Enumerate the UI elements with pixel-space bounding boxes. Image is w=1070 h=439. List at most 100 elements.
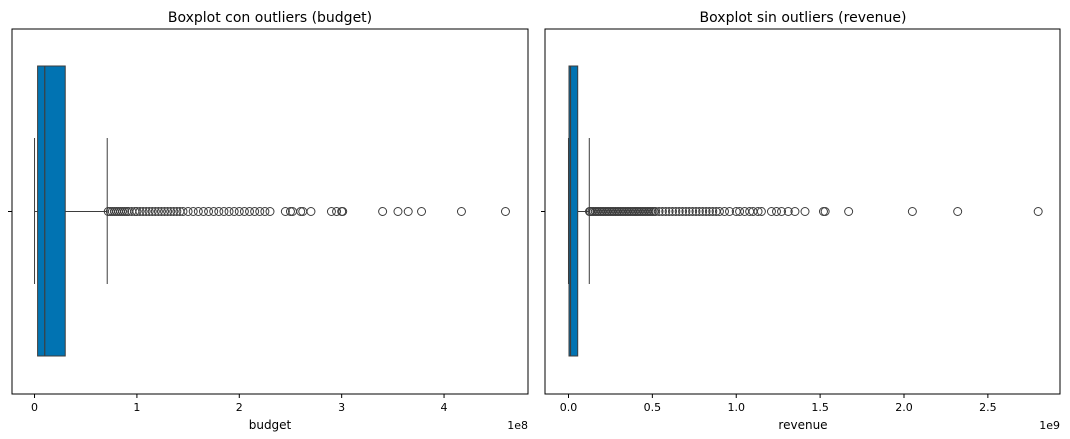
outlier-point-budget bbox=[255, 207, 265, 216]
outlier-point-budget bbox=[224, 207, 234, 216]
outlier-point-revenue bbox=[790, 207, 800, 216]
plot-frame-revenue bbox=[544, 28, 1061, 395]
outlier-point-budget bbox=[456, 207, 466, 216]
outlier-point-budget bbox=[332, 207, 342, 216]
x-tick-label-budget: 4 bbox=[441, 401, 448, 414]
x-tick-label-budget: 0 bbox=[31, 401, 38, 414]
box-marks-revenue bbox=[567, 65, 1043, 357]
outlier-point-revenue bbox=[708, 207, 718, 216]
outlier-point-budget bbox=[132, 207, 142, 216]
outlier-point-budget bbox=[160, 207, 170, 216]
outlier-point-revenue bbox=[698, 207, 708, 216]
outlier-point-budget bbox=[147, 207, 157, 216]
outlier-point-revenue bbox=[735, 207, 745, 216]
outlier-point-budget bbox=[198, 207, 208, 216]
outlier-point-budget bbox=[265, 207, 275, 216]
outlier-point-revenue bbox=[691, 207, 701, 216]
box-marks-budget bbox=[34, 65, 510, 357]
outlier-point-revenue bbox=[844, 207, 854, 216]
outlier-point-revenue bbox=[674, 207, 684, 216]
outlier-point-budget bbox=[245, 207, 255, 216]
outlier-point-budget bbox=[178, 207, 188, 216]
x-tick-label-revenue: 0.5 bbox=[644, 401, 662, 414]
x-tick-label-revenue: 1.5 bbox=[811, 401, 829, 414]
outlier-point-revenue bbox=[771, 207, 781, 216]
outlier-point-revenue bbox=[688, 207, 698, 216]
outlier-point-revenue bbox=[664, 207, 674, 216]
outlier-point-budget bbox=[169, 207, 179, 216]
outlier-point-revenue bbox=[753, 207, 763, 216]
outlier-point-budget bbox=[306, 207, 316, 216]
chart-title-revenue: Boxplot sin outliers (revenue) bbox=[700, 10, 907, 26]
outlier-point-budget bbox=[141, 207, 151, 216]
x-tick-label-revenue: 2.5 bbox=[979, 401, 997, 414]
chart-title-budget: Boxplot con outliers (budget) bbox=[168, 10, 372, 26]
outlier-point-revenue bbox=[684, 207, 694, 216]
x-tick-label-revenue: 1.0 bbox=[727, 401, 745, 414]
outlier-point-budget bbox=[214, 207, 224, 216]
outlier-point-budget bbox=[150, 207, 160, 216]
outlier-point-revenue bbox=[661, 207, 671, 216]
outlier-point-budget bbox=[188, 207, 198, 216]
outlier-point-budget bbox=[229, 207, 239, 216]
outlier-point-budget bbox=[135, 207, 145, 216]
x-tick-label-revenue: 0.0 bbox=[560, 401, 578, 414]
outlier-point-revenue bbox=[657, 207, 667, 216]
outlier-point-budget bbox=[234, 207, 244, 216]
outlier-point-budget bbox=[500, 207, 510, 216]
x-tick-label-budget: 1 bbox=[133, 401, 140, 414]
outlier-point-revenue bbox=[681, 207, 691, 216]
axis-multiplier-budget: 1e8 bbox=[507, 419, 528, 432]
outlier-point-budget bbox=[144, 207, 154, 216]
outlier-point-budget bbox=[296, 207, 306, 216]
boxplot-panel-budget: Boxplot con outliers (budget) 0 1 2 3 4 budg… bbox=[8, 10, 529, 432]
outlier-point-budget bbox=[193, 207, 203, 216]
outlier-point-budget bbox=[172, 207, 182, 216]
outlier-point-budget bbox=[138, 207, 148, 216]
outlier-point-budget bbox=[326, 207, 336, 216]
outlier-point-revenue bbox=[714, 207, 724, 216]
outlier-point-budget bbox=[250, 207, 260, 216]
outlier-point-budget bbox=[285, 207, 295, 216]
x-tick-label-budget: 2 bbox=[236, 401, 243, 414]
outlier-point-revenue bbox=[756, 207, 766, 216]
outlier-point-revenue bbox=[694, 207, 704, 216]
outlier-point-budget bbox=[338, 207, 348, 216]
outlier-point-budget bbox=[239, 207, 249, 216]
outlier-point-budget bbox=[163, 207, 173, 216]
outlier-point-revenue bbox=[678, 207, 688, 216]
outlier-point-revenue bbox=[704, 207, 714, 216]
outlier-point-budget bbox=[417, 207, 427, 216]
outlier-point-revenue bbox=[1033, 207, 1043, 216]
outlier-point-revenue bbox=[651, 207, 661, 216]
outlier-point-revenue bbox=[783, 207, 793, 216]
outlier-point-budget bbox=[166, 207, 176, 216]
iqr-box-budget bbox=[37, 65, 66, 357]
outlier-point-budget bbox=[260, 207, 270, 216]
outlier-point-revenue bbox=[701, 207, 711, 216]
x-axis-label-revenue: revenue bbox=[778, 418, 827, 432]
iqr-box-revenue bbox=[568, 65, 579, 357]
outlier-point-budget bbox=[183, 207, 193, 216]
outlier-point-revenue bbox=[725, 207, 735, 216]
outlier-point-revenue bbox=[777, 207, 787, 216]
outlier-point-budget bbox=[298, 207, 308, 216]
outlier-point-revenue bbox=[953, 207, 963, 216]
x-tick-label-revenue: 2.0 bbox=[895, 401, 913, 414]
outlier-point-revenue bbox=[654, 207, 664, 216]
outlier-point-revenue bbox=[820, 207, 830, 216]
outlier-point-budget bbox=[403, 207, 413, 216]
x-ticks-revenue: 0.0 0.5 1.0 1.5 2.0 2.5 bbox=[541, 211, 997, 414]
outlier-point-revenue bbox=[671, 207, 681, 216]
outlier-point-revenue bbox=[907, 207, 917, 216]
outlier-point-budget bbox=[204, 207, 214, 216]
outlier-point-revenue bbox=[667, 207, 677, 216]
boxplot-panel-revenue: Boxplot sin outliers (revenue) 0.0 0.5 1.0… bbox=[541, 10, 1061, 432]
outlier-point-budget bbox=[393, 207, 403, 216]
x-ticks-budget: 0 1 2 3 4 bbox=[8, 211, 448, 414]
outlier-point-budget bbox=[209, 207, 219, 216]
outlier-point-budget bbox=[378, 207, 388, 216]
axis-multiplier-revenue: 1e9 bbox=[1039, 419, 1060, 432]
x-tick-label-budget: 3 bbox=[338, 401, 345, 414]
